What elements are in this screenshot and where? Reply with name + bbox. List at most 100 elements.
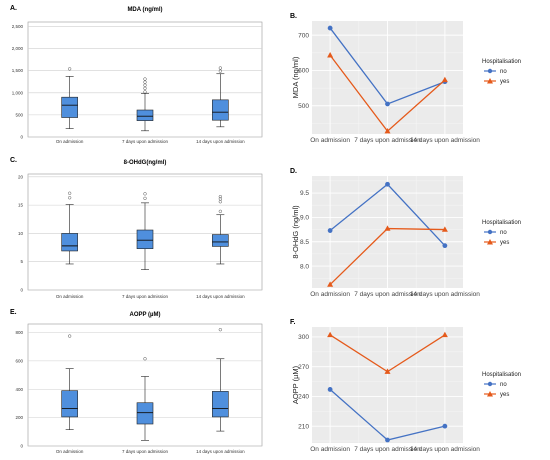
x-tick-label: 14 days upon admission [196, 449, 245, 454]
y-tick-label: 270 [298, 364, 309, 371]
y-axis-label: AOPP (µM) [291, 365, 300, 404]
x-tick-label: 14 days upon admission [196, 294, 245, 299]
outlier-point [143, 357, 147, 361]
legend-marker-no [487, 381, 493, 387]
x-tick-label: On admission [310, 446, 350, 453]
outlier-point [143, 77, 147, 81]
y-tick-label: 10 [18, 231, 24, 236]
y-tick-label: 240 [298, 394, 309, 401]
outlier-point [218, 194, 222, 199]
outlier-point [68, 67, 72, 71]
y-tick-label: 210 [298, 423, 309, 430]
x-tick-label: 7 days upon admission [354, 291, 421, 298]
y-tick-label: 600 [15, 358, 23, 363]
point-no [327, 387, 333, 392]
point-yes [327, 331, 334, 338]
y-tick-label: 500 [15, 112, 23, 117]
x-tick-label: On admission [310, 137, 350, 144]
y-tick-label: 0 [20, 288, 23, 293]
y-tick-label: 5 [20, 259, 23, 264]
legend-marker-yes [487, 78, 493, 84]
legend-label: no [500, 69, 507, 75]
point-yes [441, 331, 448, 338]
point-no [385, 101, 390, 107]
y-axis-label: 8-OHdG (ng/ml) [291, 205, 300, 259]
y-tick-label: 500 [298, 103, 309, 110]
legend-label: yes [500, 240, 509, 246]
x-tick-label: 14 days upon admission [410, 137, 480, 144]
outlier-point [218, 197, 222, 201]
box [212, 99, 229, 121]
y-tick-label: 800 [15, 330, 23, 335]
x-tick-label: 14 days upon admission [410, 446, 480, 453]
legend-title: Hospitalisation [482, 372, 521, 378]
x-tick-label: 7 days upon admission [354, 446, 421, 453]
point-no [327, 25, 333, 31]
point-no [327, 228, 333, 233]
y-tick-label: 2,000 [12, 46, 24, 51]
outlier-point [68, 196, 72, 200]
panel-label: A. [10, 5, 17, 12]
box [61, 390, 78, 418]
panel-label: D. [290, 168, 297, 175]
outlier-point [68, 191, 72, 195]
x-tick-label: 7 days upon admission [122, 449, 169, 454]
box [136, 402, 154, 425]
box [136, 109, 154, 121]
y-tick-label: 20 [18, 174, 24, 179]
box [212, 391, 229, 418]
outlier-point [218, 328, 222, 332]
x-tick-label: 14 days upon admission [196, 139, 245, 144]
y-tick-label: 1,000 [12, 90, 24, 95]
y-tick-label: 9.0 [300, 215, 309, 222]
point-yes [327, 281, 334, 287]
y-tick-label: 300 [298, 334, 309, 341]
x-tick-label: On admission [310, 291, 350, 298]
legend-label: yes [500, 79, 509, 85]
chart-title: 8-OHdG(ng/ml) [124, 160, 167, 166]
legend-title: Hospitalisation [482, 220, 521, 226]
x-tick-label: 7 days upon admission [354, 137, 421, 144]
panel-label: F. [290, 319, 296, 326]
box [61, 96, 78, 118]
point-yes [441, 226, 448, 232]
box [136, 229, 154, 249]
y-axis-label: MDA (ng/ml) [291, 56, 300, 98]
point-yes [384, 225, 391, 231]
y-tick-label: 2,500 [12, 24, 24, 29]
y-tick-label: 700 [298, 32, 309, 39]
point-no [442, 243, 448, 249]
legend-marker-no [487, 229, 493, 235]
box [212, 234, 229, 247]
x-tick-label: On admission [56, 294, 84, 299]
legend-marker-no [487, 68, 493, 74]
legend-title: Hospitalisation [482, 59, 521, 65]
x-tick-label: 14 days upon admission [410, 291, 480, 298]
outlier-point [143, 192, 147, 196]
y-tick-label: 400 [15, 387, 23, 392]
legend-label: no [500, 382, 507, 388]
x-tick-label: 7 days upon admission [122, 294, 169, 299]
point-no [385, 181, 390, 187]
point-yes [384, 368, 391, 374]
outlier-point [218, 209, 222, 213]
y-tick-label: 9.5 [300, 190, 309, 197]
panel-label: C. [10, 157, 17, 164]
outlier-point [218, 69, 222, 73]
y-tick-label: 8.0 [300, 263, 309, 270]
legend-label: yes [500, 392, 509, 398]
x-tick-label: 7 days upon admission [122, 139, 169, 144]
legend-marker-yes [487, 391, 493, 397]
legend-label: no [500, 230, 507, 236]
y-tick-label: 1,500 [12, 68, 24, 73]
outlier-point [143, 83, 147, 87]
outlier-point [143, 86, 147, 90]
point-yes [384, 127, 391, 134]
y-tick-label: 0 [20, 135, 23, 140]
outlier-point [218, 66, 222, 70]
chart-title: MDA (ng/ml) [127, 7, 162, 13]
point-yes [327, 52, 334, 58]
x-tick-label: On admission [56, 449, 84, 454]
y-tick-label: 200 [15, 415, 23, 420]
